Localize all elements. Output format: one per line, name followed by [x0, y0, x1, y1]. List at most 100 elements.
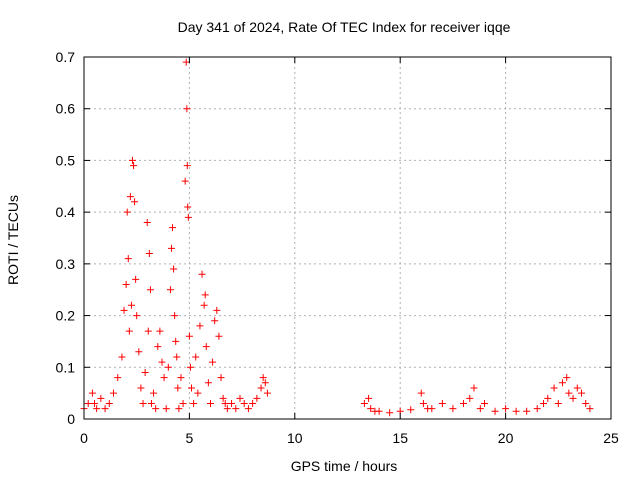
data-point-marker [481, 399, 489, 407]
data-point-marker [173, 353, 181, 361]
data-point-marker [367, 405, 375, 413]
data-point-marker [118, 353, 126, 361]
data-point-marker [523, 407, 531, 415]
data-point-marker [143, 218, 151, 226]
data-point-marker [146, 286, 154, 294]
data-point-marker [123, 208, 131, 216]
data-point-marker [249, 399, 257, 407]
y-tick-label: 0.4 [56, 204, 76, 220]
data-point-marker [101, 405, 109, 413]
data-point-marker [188, 384, 196, 392]
chart-title: Day 341 of 2024, Rate Of TEC Index for r… [178, 19, 511, 35]
data-point-marker [183, 162, 191, 170]
x-tick-label: 10 [287, 430, 303, 446]
data-point-marker [491, 407, 499, 415]
data-point-marker [257, 384, 265, 392]
data-point-marker [550, 384, 558, 392]
data-point-marker [559, 379, 567, 387]
data-point-marker [183, 105, 191, 113]
data-point-marker [206, 399, 214, 407]
data-point-marker [215, 332, 223, 340]
data-point-marker [221, 399, 229, 407]
x-tick-label: 15 [392, 430, 408, 446]
data-point-marker [158, 358, 166, 366]
data-point-marker [160, 374, 168, 382]
data-point-marker [154, 343, 162, 351]
data-point-marker [97, 394, 105, 402]
data-point-marker [476, 405, 484, 413]
data-point-marker [569, 394, 577, 402]
data-point-marker [84, 399, 92, 407]
data-point-marker [375, 407, 383, 415]
data-point-marker [417, 389, 425, 397]
data-point-marker [232, 405, 240, 413]
data-point-marker [201, 291, 209, 299]
y-tick-label: 0.3 [56, 256, 76, 272]
x-tick-label: 20 [498, 430, 514, 446]
data-point-marker [470, 384, 478, 392]
data-point-marker [152, 405, 160, 413]
data-point-marker [438, 399, 446, 407]
data-point-marker [167, 244, 175, 252]
x-tick-labels: 0 5 10 15 20 25 [80, 430, 619, 446]
y-axis-label: ROTI / TECUs [5, 195, 21, 285]
data-point-marker [194, 389, 202, 397]
data-point-marker [209, 358, 217, 366]
x-axis-label: GPS time / hours [291, 458, 398, 474]
data-point-marker [236, 394, 244, 402]
data-point-marker [120, 306, 128, 314]
data-point-marker [196, 322, 204, 330]
data-point-marker [132, 275, 140, 283]
x-tick-label: 5 [186, 430, 194, 446]
data-point-marker [122, 281, 130, 289]
data-point-marker [261, 379, 269, 387]
data-point-marker [190, 399, 198, 407]
data-point-marker [573, 384, 581, 392]
data-point-marker [419, 399, 427, 407]
data-point-marker [171, 312, 179, 320]
data-point-marker [211, 317, 219, 325]
data-point-marker [135, 348, 143, 356]
data-point-marker [110, 389, 118, 397]
data-point-marker [174, 384, 182, 392]
y-tick-label: 0 [67, 411, 75, 427]
data-point-marker [244, 405, 252, 413]
data-point-marker [253, 394, 261, 402]
data-point-marker [131, 198, 139, 206]
data-point-marker [114, 374, 122, 382]
data-point-marker [162, 405, 170, 413]
data-point-marker [91, 399, 99, 407]
data-point-marker [259, 374, 267, 382]
data-point-marker [204, 379, 212, 387]
data-point-marker [565, 389, 573, 397]
data-point-marker [156, 327, 164, 335]
data-point-marker [137, 384, 145, 392]
data-point-marker [577, 389, 585, 397]
data-point-marker [365, 394, 373, 402]
data-point-marker [185, 332, 193, 340]
data-points [80, 58, 594, 417]
plot-frame [83, 56, 612, 420]
data-point-marker [184, 203, 192, 211]
data-point-marker [105, 399, 113, 407]
data-point-marker [147, 399, 155, 407]
data-point-marker [164, 363, 172, 371]
data-point-marker [127, 301, 135, 309]
data-point-marker [544, 394, 552, 402]
data-point-marker [219, 394, 227, 402]
x-tick-label: 0 [80, 430, 88, 446]
data-point-marker [263, 389, 271, 397]
data-point-marker [540, 399, 548, 407]
data-point-marker [181, 177, 189, 185]
data-point-marker [533, 405, 541, 413]
data-point-marker [202, 343, 210, 351]
y-tick-label: 0.6 [56, 101, 76, 117]
data-point-marker [198, 270, 206, 278]
data-point-marker [177, 374, 185, 382]
data-point-marker [449, 405, 457, 413]
data-point-marker [179, 399, 187, 407]
data-point-marker [459, 399, 467, 407]
data-point-marker [172, 337, 180, 345]
data-point-marker [386, 409, 394, 417]
